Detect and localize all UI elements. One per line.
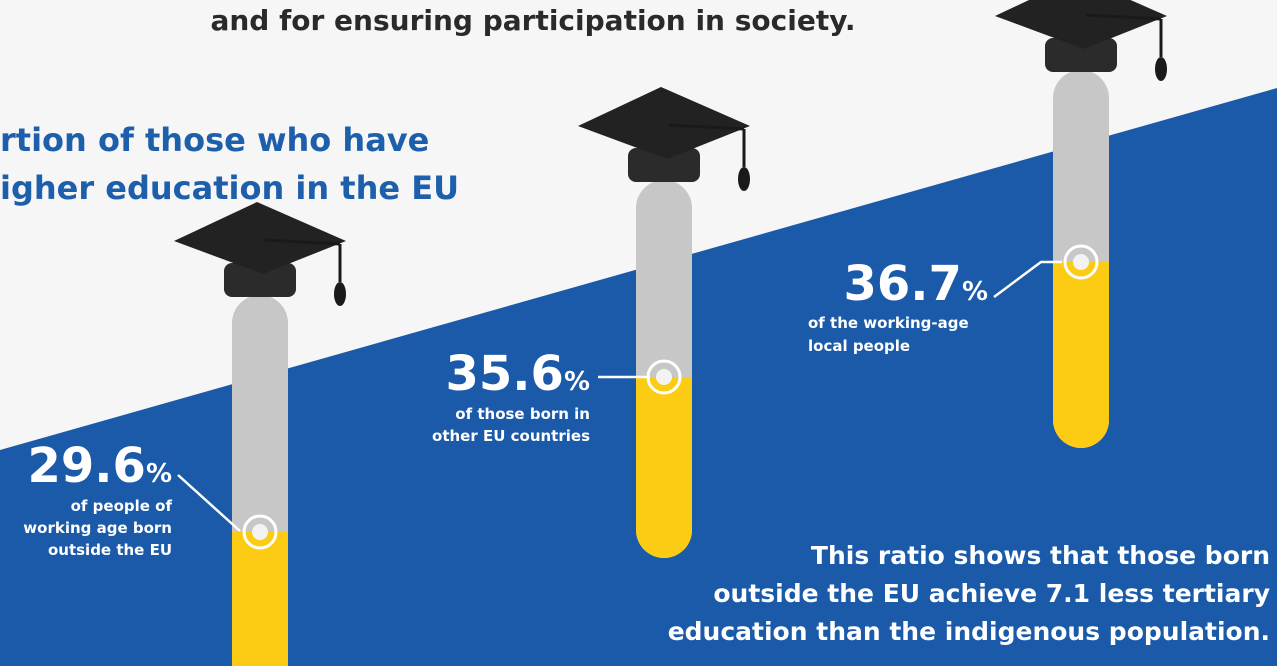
graduation-cap-tassel bbox=[738, 167, 750, 191]
level-marker-dot bbox=[252, 524, 268, 540]
value-desc-2-line2: other EU countries bbox=[432, 427, 590, 445]
graduation-cap-cord bbox=[264, 238, 341, 246]
tube-fill-bar bbox=[232, 532, 288, 666]
value-desc-1-line1: of people of bbox=[71, 497, 173, 515]
graduation-cap-tassel bbox=[1155, 57, 1167, 81]
leader-line-1 bbox=[177, 474, 241, 532]
chart-subtitle-line2: igher education in the EU bbox=[0, 169, 459, 207]
graduation-cap-icon bbox=[224, 263, 296, 297]
level-marker-icon bbox=[1063, 244, 1099, 280]
value-desc-3-line1: of the working-age bbox=[808, 314, 969, 332]
graduation-cap-icon bbox=[1045, 38, 1117, 72]
value-desc-2-line1: of those born in bbox=[455, 405, 590, 423]
level-marker-icon bbox=[242, 514, 278, 550]
conclusion-line1: This ratio shows that those born bbox=[811, 541, 1270, 570]
conclusion-line3: education than the indigenous population… bbox=[668, 617, 1270, 646]
graduation-cap-icon bbox=[628, 148, 700, 182]
graduation-cap-tassel bbox=[334, 282, 346, 306]
graduation-cap-board bbox=[995, 0, 1167, 49]
leader-line-3 bbox=[993, 260, 1062, 299]
tagline: and for ensuring participation in societ… bbox=[210, 4, 855, 37]
value-label-1: 29.6% bbox=[28, 438, 173, 494]
tubes bbox=[174, 0, 1167, 666]
tube-fill-bar bbox=[1053, 262, 1109, 448]
graduation-cap-board bbox=[174, 202, 346, 274]
value-desc-1-line3: outside the EU bbox=[48, 541, 172, 559]
graduation-cap-board bbox=[578, 87, 750, 159]
value-desc-1-line2: working age born bbox=[23, 519, 172, 537]
graduation-cap-cord bbox=[668, 123, 745, 131]
value-label-3: 36.7% bbox=[844, 256, 989, 312]
chart-subtitle-line1: rtion of those who have bbox=[0, 121, 429, 159]
value-label-2: 35.6% bbox=[446, 346, 591, 402]
graduation-cap-cord bbox=[1085, 13, 1162, 21]
level-marker-dot bbox=[1073, 254, 1089, 270]
tube-fill-bar bbox=[636, 377, 692, 558]
conclusion-line2: outside the EU achieve 7.1 less tertiary bbox=[713, 579, 1270, 608]
value-desc-3-line2: local people bbox=[808, 337, 910, 355]
level-marker-dot bbox=[656, 369, 672, 385]
